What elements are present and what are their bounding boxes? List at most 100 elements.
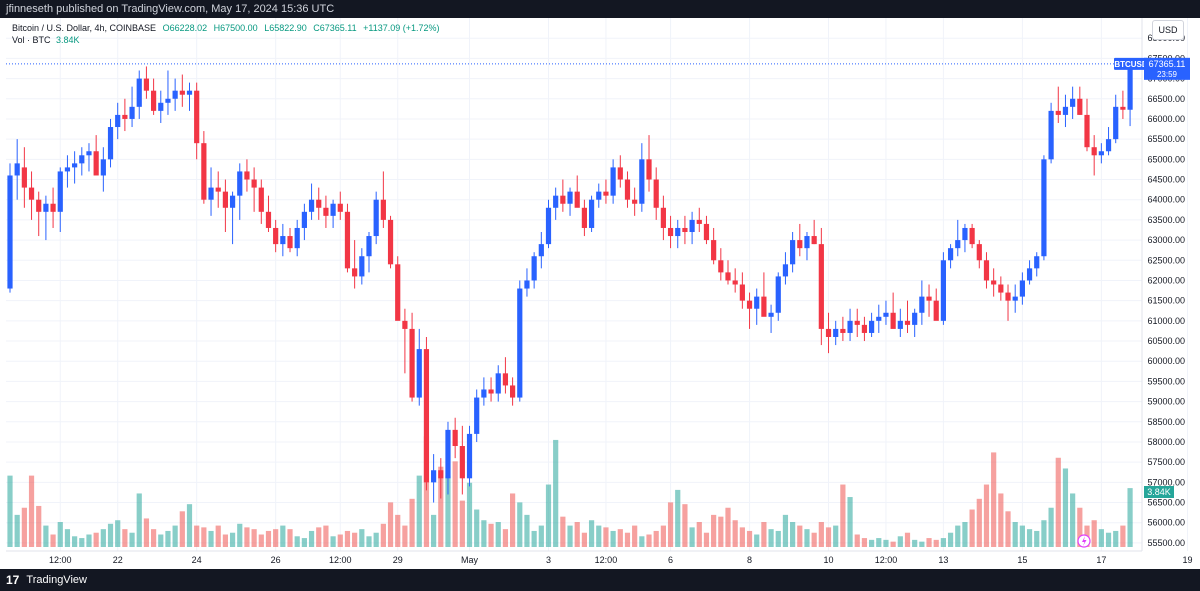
volume-bar (840, 484, 846, 547)
volume-bar (617, 529, 623, 547)
volume-bar (316, 527, 322, 547)
volume-bar (861, 538, 868, 547)
volume-bar (495, 522, 501, 547)
volume-bar (524, 514, 530, 547)
price-tick-label: 61000.00 (1147, 316, 1185, 326)
candle (28, 171, 35, 220)
candle (1091, 135, 1097, 176)
candle (387, 215, 394, 269)
candle-body (588, 199, 595, 228)
volume-bar (746, 530, 753, 547)
candle (560, 179, 566, 212)
volume-bar (531, 530, 537, 547)
volume-bar (107, 523, 114, 547)
candle (545, 199, 552, 249)
candle-body (869, 320, 875, 333)
candle (215, 171, 221, 208)
candle-body (36, 199, 42, 212)
chart-frame[interactable]: 55500.00 56000.00 56500.00 57000.00 57500.00… (6, 18, 1200, 569)
candle-body (1091, 147, 1097, 156)
candle (474, 389, 480, 442)
candle (158, 90, 164, 123)
candle-body (689, 219, 695, 233)
volume-bar (1019, 525, 1025, 547)
published-text: jfinneseth published on TradingView.com,… (6, 3, 335, 15)
volume-bar (854, 534, 860, 547)
candle-body (919, 296, 925, 313)
candle (64, 155, 71, 188)
candle (797, 223, 803, 257)
candle (524, 268, 530, 297)
candle (229, 191, 236, 245)
candle (222, 179, 228, 233)
candle-body (545, 207, 552, 245)
volume-bar (1048, 507, 1054, 547)
volume-bar (933, 539, 939, 547)
time-tick-label: 29 (393, 555, 403, 565)
volume-bar (969, 509, 975, 547)
candle-body (244, 171, 250, 180)
volume-bar (639, 536, 645, 547)
volume-bar (1113, 530, 1119, 547)
candle-body (761, 296, 767, 317)
price-chart[interactable]: 55500.00 56000.00 56500.00 57000.00 57500.00… (6, 18, 1200, 569)
candle-body (129, 106, 135, 119)
legend-volume-value: 3.84K (56, 35, 80, 45)
volume-bar (718, 516, 724, 547)
candle-body (1041, 159, 1047, 257)
candle-body (890, 312, 896, 329)
volume-bar (431, 514, 437, 547)
candle-body (976, 244, 982, 261)
candle-body (143, 78, 150, 91)
volume-bar (445, 475, 451, 547)
volume-bar (560, 516, 566, 547)
candle-body (323, 207, 329, 216)
candle (517, 280, 523, 402)
candle (100, 147, 106, 192)
candle (1055, 86, 1061, 123)
candle (782, 252, 789, 285)
volume-bar (1055, 457, 1061, 547)
volume-bar (86, 534, 92, 547)
legend-volume-row: Vol · BTC 3.84K (12, 34, 440, 46)
candle (768, 304, 774, 333)
candle (201, 131, 207, 204)
candle (280, 223, 286, 257)
candle (976, 240, 982, 269)
legend-volume-label[interactable]: Vol · BTC (12, 35, 51, 45)
candle (610, 159, 616, 204)
candle-body (1012, 296, 1018, 301)
candle (804, 232, 810, 261)
candle-body (72, 163, 78, 168)
currency-button[interactable]: USD (1152, 20, 1184, 40)
candle-body (474, 397, 480, 434)
candle (567, 187, 573, 216)
candle-body (825, 328, 832, 337)
candle (617, 155, 623, 188)
candle-body (940, 260, 946, 321)
volume-bar (122, 529, 128, 547)
candle-body (746, 300, 753, 309)
price-tick-label: 63000.00 (1147, 235, 1185, 245)
volume-bar (545, 484, 552, 547)
candle-body (610, 167, 616, 196)
candle-body (100, 159, 106, 176)
volume-bar (43, 525, 49, 547)
candle-body (574, 191, 580, 208)
candle (481, 377, 487, 406)
candle-body (797, 240, 803, 249)
time-tick-label: May (461, 555, 479, 565)
legend-symbol[interactable]: Bitcoin / U.S. Dollar, 4h, COINBASE (12, 23, 157, 33)
candle (675, 219, 681, 249)
candle-body (596, 191, 602, 200)
candle (531, 252, 537, 289)
candle-body (1034, 256, 1040, 269)
volume-bar (50, 534, 56, 547)
candle (14, 139, 20, 200)
candle (912, 308, 918, 337)
candle-body (57, 171, 63, 212)
candle (423, 336, 430, 491)
candle (1070, 86, 1076, 119)
price-tick-label: 59500.00 (1147, 376, 1185, 386)
candle (380, 171, 386, 228)
